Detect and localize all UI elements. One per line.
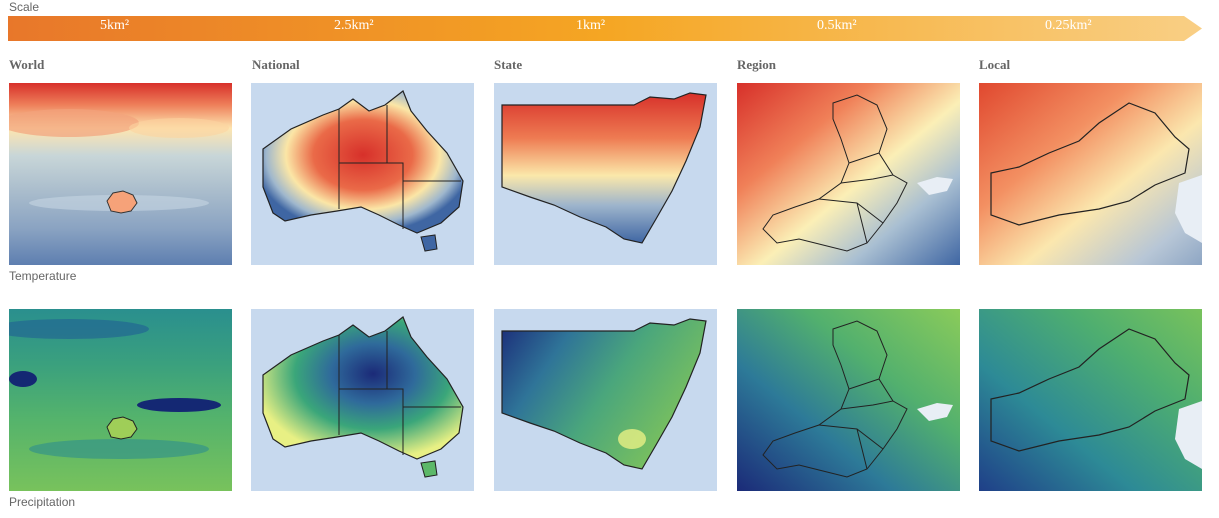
scale-tick-5: 5km² (100, 18, 130, 33)
scale-arrow (8, 16, 1202, 41)
column-title-region: Region (737, 57, 776, 72)
row-label-precipitation: Precipitation (9, 495, 76, 509)
precipitation-local-map (979, 309, 1202, 491)
scale-tick-0-25: 0.25km² (1045, 18, 1092, 33)
precipitation-world-map (9, 309, 232, 491)
column-title-national: National (252, 57, 300, 72)
temperature-local-map (979, 83, 1202, 265)
precipitation-state-map (494, 309, 717, 491)
row-label-temperature: Temperature (9, 269, 77, 283)
column-title-world: World (9, 57, 45, 72)
column-title-state: State (494, 57, 523, 72)
temperature-state-map (494, 83, 717, 265)
scale-tick-0-5: 0.5km² (817, 18, 857, 33)
precipitation-national-map (251, 309, 474, 491)
temperature-national-map (251, 83, 474, 265)
precipitation-region-map (737, 309, 960, 491)
temperature-world-map (9, 83, 232, 265)
temperature-region-map (737, 83, 960, 265)
scale-label: Scale (9, 0, 40, 14)
scale-tick-1: 1km² (576, 18, 606, 33)
scale-tick-2-5: 2.5km² (334, 18, 374, 33)
column-title-local: Local (979, 57, 1011, 72)
